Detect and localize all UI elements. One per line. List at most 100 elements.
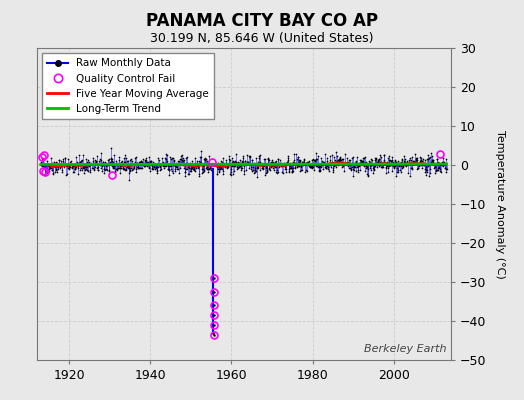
Point [213, 164, 222, 170]
Point [403, 160, 411, 167]
Point [404, 161, 412, 168]
Point [290, 151, 298, 158]
Point [188, 160, 196, 167]
Point [343, 160, 352, 166]
Point [309, 156, 317, 162]
Point [160, 162, 168, 168]
Point [111, 168, 119, 174]
Point [319, 166, 327, 172]
Point [61, 155, 69, 161]
Point [304, 158, 313, 164]
Point [190, 167, 198, 173]
Point [228, 162, 237, 168]
Point [77, 158, 85, 164]
Point [149, 166, 158, 172]
Point [410, 150, 419, 157]
Point [167, 156, 175, 162]
Point [52, 165, 60, 172]
Point [409, 160, 417, 167]
Point [169, 162, 177, 169]
Point [326, 162, 334, 168]
Point [94, 164, 103, 170]
Point [334, 162, 342, 168]
Point [319, 159, 327, 165]
Point [218, 166, 226, 172]
Point [172, 160, 181, 166]
Point [353, 153, 361, 160]
Point [442, 156, 450, 162]
Point [340, 167, 348, 174]
Point [38, 155, 46, 161]
Point [297, 162, 305, 169]
Point [222, 160, 230, 166]
Point [249, 167, 257, 173]
Point [187, 167, 195, 174]
Point [164, 166, 172, 172]
Point [315, 168, 323, 174]
Point [375, 156, 384, 162]
Point [137, 158, 145, 165]
Point [214, 166, 222, 172]
Point [111, 160, 119, 167]
Point [379, 152, 388, 159]
Point [332, 161, 340, 167]
Point [248, 161, 257, 168]
Point [205, 160, 213, 167]
Point [372, 156, 380, 162]
Point [79, 152, 87, 158]
Point [254, 164, 262, 170]
Point [194, 164, 202, 170]
Point [67, 160, 75, 167]
Point [336, 154, 345, 160]
Point [239, 158, 247, 165]
Point [120, 158, 128, 165]
Point [95, 161, 104, 168]
Point [429, 160, 438, 167]
Point [64, 166, 73, 172]
Point [237, 158, 246, 165]
Point [237, 166, 245, 173]
Point [210, 275, 218, 281]
Point [247, 157, 256, 164]
Point [105, 156, 113, 162]
Point [303, 168, 311, 174]
Point [412, 155, 420, 162]
Point [350, 162, 358, 169]
Point [393, 169, 401, 175]
Point [53, 169, 61, 176]
Point [330, 162, 339, 168]
Point [374, 159, 382, 166]
Point [307, 164, 315, 170]
Point [380, 160, 389, 167]
Point [260, 156, 268, 162]
Point [130, 164, 138, 170]
Point [367, 156, 376, 163]
Point [391, 162, 400, 169]
Point [234, 165, 242, 171]
Point [202, 165, 210, 172]
Point [402, 162, 411, 168]
Point [431, 169, 439, 176]
Point [146, 158, 154, 165]
Point [187, 165, 195, 172]
Point [240, 168, 248, 174]
Point [172, 164, 180, 170]
Point [271, 158, 280, 164]
Point [302, 161, 310, 167]
Point [84, 163, 93, 169]
Point [200, 166, 208, 173]
Point [142, 160, 150, 166]
Point [424, 155, 433, 161]
Point [78, 157, 86, 163]
Point [198, 166, 206, 172]
Point [189, 163, 198, 170]
Point [128, 161, 136, 167]
Point [434, 163, 443, 170]
Point [409, 157, 418, 164]
Point [110, 164, 118, 170]
Point [244, 159, 252, 165]
Point [373, 159, 381, 166]
Point [116, 165, 125, 172]
Point [121, 152, 129, 158]
Point [280, 164, 289, 170]
